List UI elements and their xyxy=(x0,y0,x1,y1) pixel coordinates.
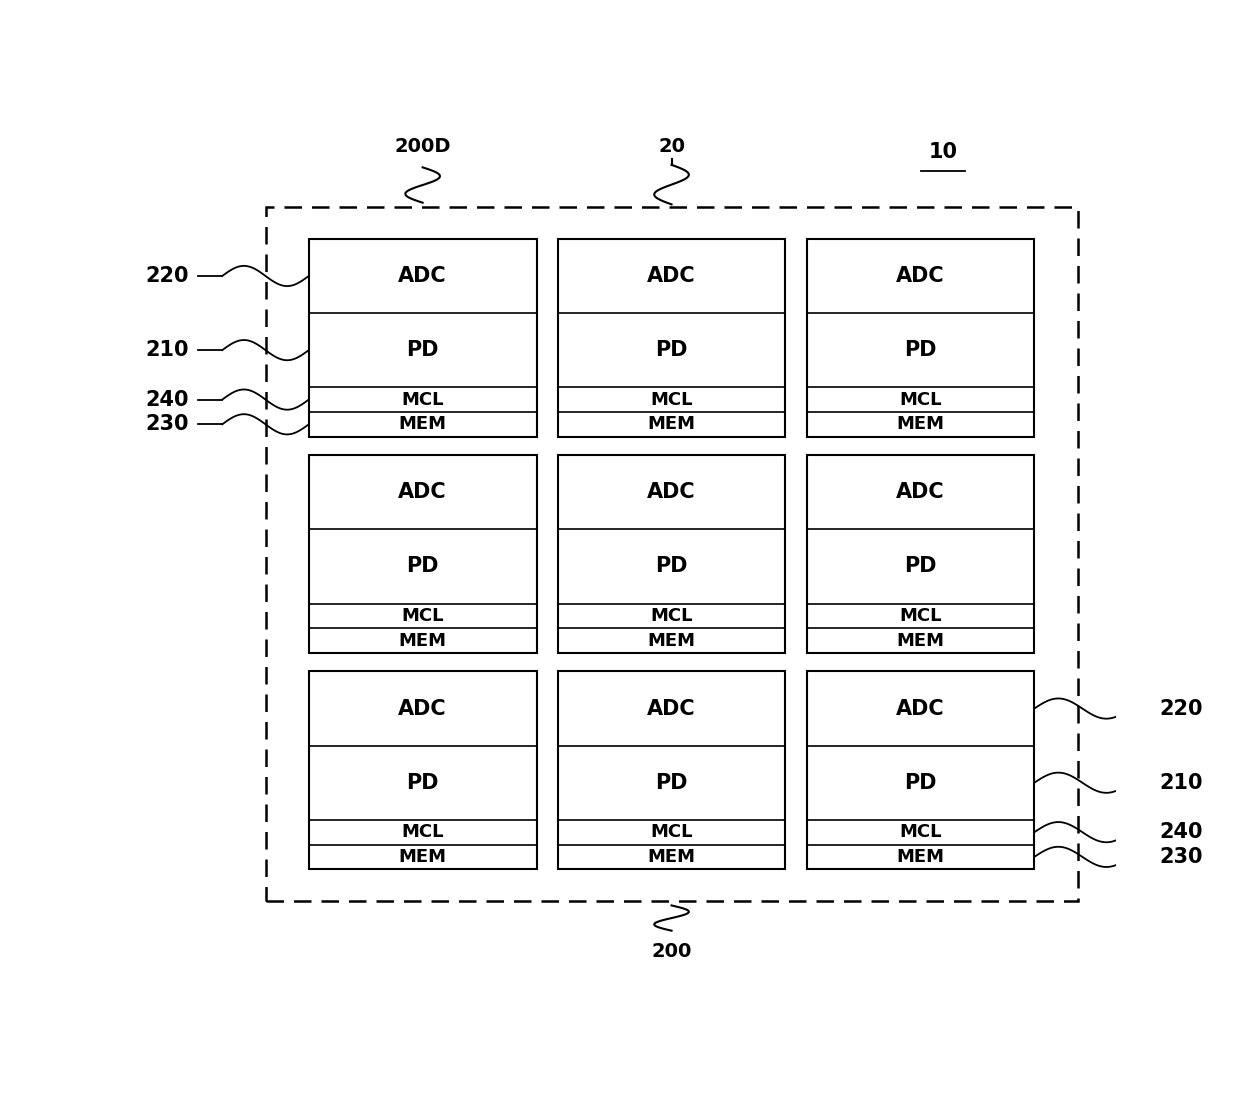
Text: PD: PD xyxy=(655,340,688,360)
Bar xyxy=(806,671,1034,869)
Text: 240: 240 xyxy=(145,389,188,410)
Text: ADC: ADC xyxy=(398,482,446,503)
Text: MEM: MEM xyxy=(897,632,945,649)
Text: MCL: MCL xyxy=(899,390,941,409)
Text: 220: 220 xyxy=(145,266,188,286)
Text: MCL: MCL xyxy=(402,823,444,842)
Text: PD: PD xyxy=(407,556,439,576)
Text: MEM: MEM xyxy=(897,848,945,866)
Text: MCL: MCL xyxy=(650,607,693,625)
Text: ADC: ADC xyxy=(647,266,696,286)
Text: PD: PD xyxy=(904,556,936,576)
Text: MEM: MEM xyxy=(647,632,696,649)
Text: ADC: ADC xyxy=(897,482,945,503)
Text: MCL: MCL xyxy=(650,823,693,842)
Text: PD: PD xyxy=(904,340,936,360)
Text: 200D: 200D xyxy=(394,137,451,156)
Text: PD: PD xyxy=(655,556,688,576)
Text: PD: PD xyxy=(407,340,439,360)
Bar xyxy=(558,239,785,437)
Text: 210: 210 xyxy=(1159,773,1203,792)
Bar xyxy=(309,455,537,653)
Text: MCL: MCL xyxy=(899,607,941,625)
Text: 10: 10 xyxy=(929,142,957,162)
Text: MCL: MCL xyxy=(650,390,693,409)
Text: 200: 200 xyxy=(651,942,692,961)
Bar xyxy=(265,207,1078,902)
Text: 220: 220 xyxy=(1159,698,1203,718)
Text: MEM: MEM xyxy=(398,415,446,433)
Bar xyxy=(309,671,537,869)
Text: MCL: MCL xyxy=(402,607,444,625)
Bar xyxy=(309,239,537,437)
Text: 20: 20 xyxy=(658,137,684,156)
Text: ADC: ADC xyxy=(897,698,945,718)
Text: PD: PD xyxy=(655,773,688,792)
Text: MEM: MEM xyxy=(398,848,446,866)
Text: ADC: ADC xyxy=(398,266,446,286)
Text: PD: PD xyxy=(407,773,439,792)
Bar xyxy=(558,455,785,653)
Text: MCL: MCL xyxy=(899,823,941,842)
Text: ADC: ADC xyxy=(647,698,696,718)
Text: MCL: MCL xyxy=(402,390,444,409)
Text: MEM: MEM xyxy=(398,632,446,649)
Text: ADC: ADC xyxy=(647,482,696,503)
Text: PD: PD xyxy=(904,773,936,792)
Text: ADC: ADC xyxy=(398,698,446,718)
Text: 230: 230 xyxy=(145,414,188,434)
Text: 230: 230 xyxy=(1159,847,1203,867)
Text: MEM: MEM xyxy=(897,415,945,433)
Text: MEM: MEM xyxy=(647,415,696,433)
Text: 240: 240 xyxy=(1159,822,1203,843)
Bar xyxy=(558,671,785,869)
Text: ADC: ADC xyxy=(897,266,945,286)
Bar xyxy=(806,239,1034,437)
Bar xyxy=(806,455,1034,653)
Text: MEM: MEM xyxy=(647,848,696,866)
Text: 210: 210 xyxy=(145,340,188,360)
